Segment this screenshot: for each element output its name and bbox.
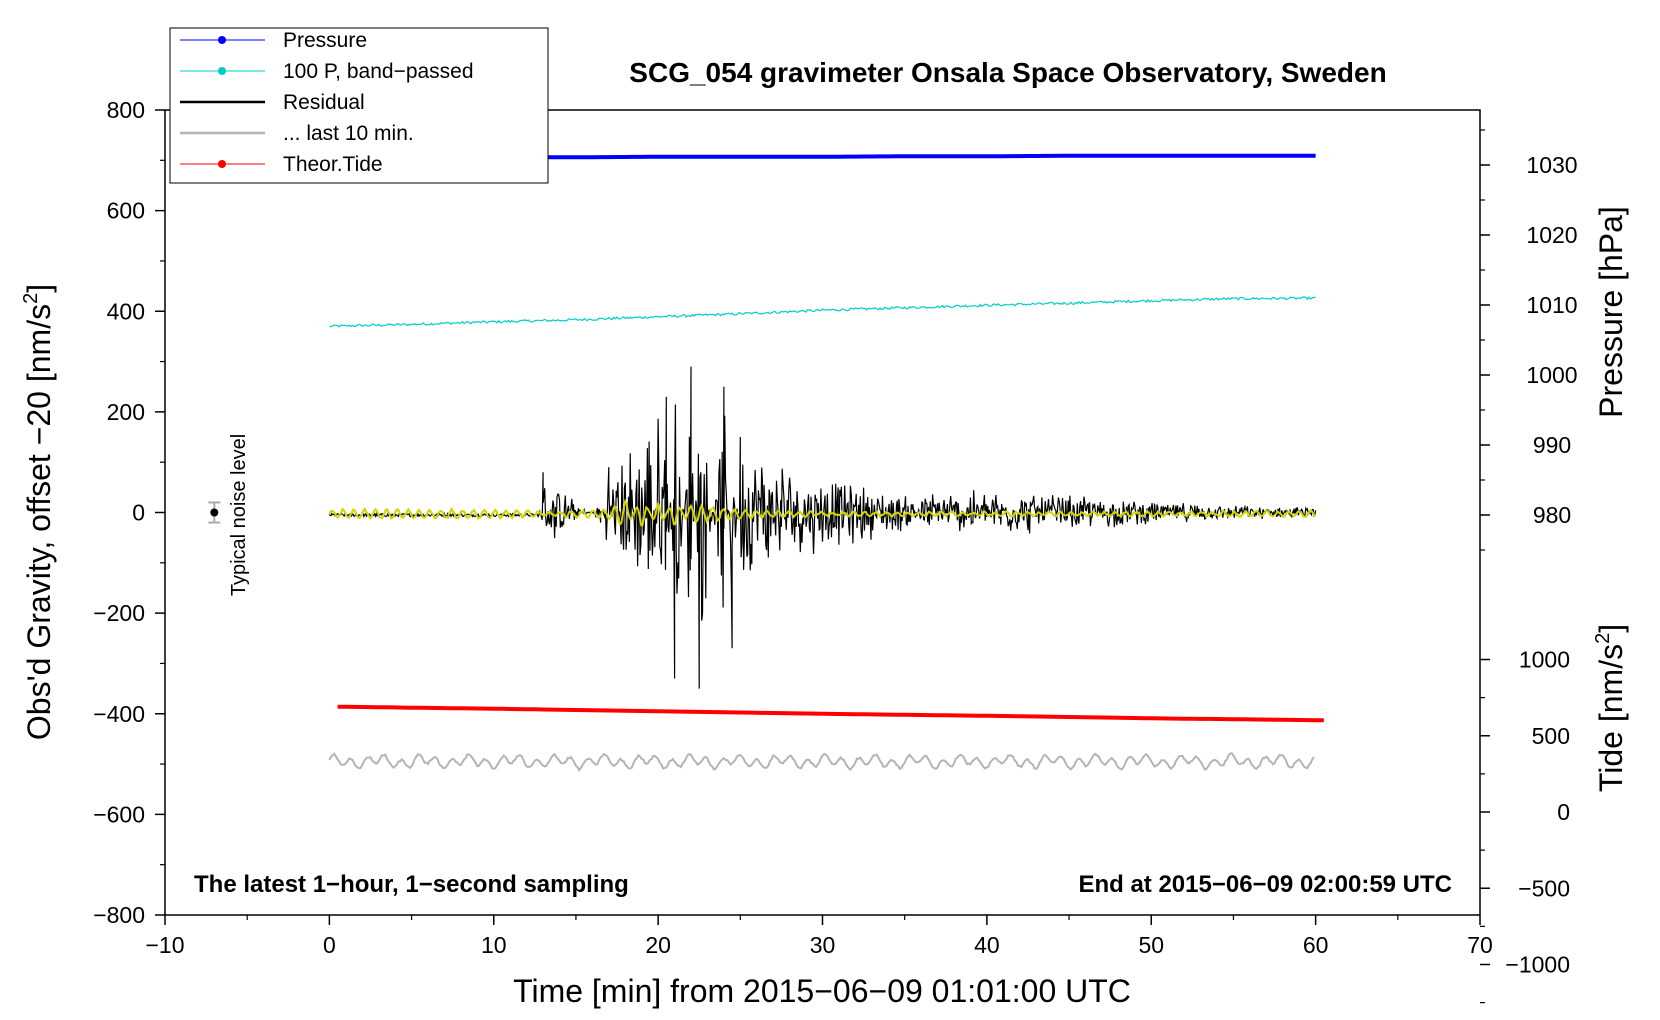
legend-box bbox=[169, 27, 549, 184]
y-axis-ticks: −800 −600 −400 −200 0 200 400 600 800 bbox=[93, 97, 165, 928]
y-tick-label: −600 bbox=[93, 801, 145, 827]
y-axis-title-end: ] bbox=[21, 284, 57, 293]
y-axis-title-main: Obs'd Gravity, offset −20 [nm/s bbox=[21, 304, 57, 740]
x-axis-title: Time [min] from 2015−06−09 01:01:00 UTC bbox=[513, 973, 1131, 1009]
legend: Pressure 100 P, band−passed Residual ... la… bbox=[169, 27, 549, 184]
x-tick-label: 0 bbox=[323, 932, 336, 958]
x-tick-label: 10 bbox=[481, 932, 507, 958]
series-band-passed-pressure bbox=[329, 296, 1316, 328]
legend-label: Pressure bbox=[283, 29, 367, 52]
series-filtered bbox=[328, 498, 1317, 527]
chart-title: SCG_054 gravimeter Onsala Space Observat… bbox=[629, 57, 1386, 88]
y-axis-title: Obs'd Gravity, offset −20 [nm/s2] bbox=[20, 284, 57, 740]
x-axis-ticks: −10 0 10 20 30 40 50 60 70 bbox=[145, 915, 1493, 958]
annotation-sampling: The latest 1−hour, 1−second sampling bbox=[194, 871, 629, 898]
legend-label: Theor.Tide bbox=[283, 153, 383, 176]
legend-label: ... last 10 min. bbox=[283, 122, 414, 145]
y-tick-label: −400 bbox=[93, 701, 145, 727]
series-residual bbox=[328, 366, 1317, 689]
noise-dot bbox=[210, 508, 219, 517]
pressure-tick-label: 980 bbox=[1533, 502, 1571, 528]
tide-tick-label: 500 bbox=[1532, 723, 1570, 749]
pressure-tick-label: 1020 bbox=[1526, 222, 1577, 248]
annotation-end-time: End at 2015−06−09 02:00:59 UTC bbox=[1078, 871, 1452, 898]
legend-label: 100 P, band−passed bbox=[283, 60, 474, 83]
y-tick-label: −800 bbox=[93, 902, 145, 928]
x-tick-label: 50 bbox=[1138, 932, 1164, 958]
pressure-tick-label: 1030 bbox=[1526, 152, 1577, 178]
tide-axis-title-sup: 2 bbox=[1592, 633, 1614, 644]
y-tick-label: −200 bbox=[93, 600, 145, 626]
tide-tick-label: 1000 bbox=[1519, 647, 1570, 673]
pressure-axis-title: Pressure [hPa] bbox=[1593, 206, 1629, 418]
y-tick-label: 600 bbox=[107, 198, 145, 224]
noise-level-label: Typical noise level bbox=[228, 434, 250, 596]
x-tick-label: 20 bbox=[645, 932, 671, 958]
x-tick-label: 40 bbox=[974, 932, 1000, 958]
tide-axis-title-main: Tide [nm/s bbox=[1593, 644, 1629, 792]
pressure-tick-label: 990 bbox=[1533, 432, 1571, 458]
tide-tick-label: −1000 bbox=[1505, 952, 1570, 978]
series-theor-tide bbox=[337, 704, 1324, 723]
tide-tick-label: 0 bbox=[1557, 799, 1570, 825]
tide-axis-title: Tide [nm/s2] bbox=[1592, 624, 1629, 792]
legend-marker bbox=[218, 36, 226, 44]
y-tick-label: 400 bbox=[107, 298, 145, 324]
y-axis-title-sup: 2 bbox=[20, 293, 42, 304]
pressure-axis-ticks: 1030 1020 1010 1000 990 980 bbox=[1480, 129, 1578, 551]
pressure-tick-label: 1010 bbox=[1526, 292, 1577, 318]
legend-marker bbox=[218, 160, 226, 168]
y-tick-label: 0 bbox=[132, 500, 145, 526]
y-tick-label: 200 bbox=[107, 399, 145, 425]
legend-label: Residual bbox=[283, 91, 365, 114]
x-tick-label: 30 bbox=[810, 932, 836, 958]
pressure-tick-label: 1000 bbox=[1526, 362, 1577, 388]
legend-marker bbox=[218, 67, 226, 75]
y-tick-label: 800 bbox=[107, 97, 145, 123]
x-tick-label: −10 bbox=[145, 932, 184, 958]
tide-axis-title-end: ] bbox=[1593, 624, 1629, 633]
tide-tick-label: −500 bbox=[1518, 875, 1570, 901]
series-last-10-min bbox=[328, 752, 1315, 772]
x-tick-label: 70 bbox=[1467, 932, 1493, 958]
x-tick-label: 60 bbox=[1303, 932, 1329, 958]
noise-level-marker bbox=[208, 501, 221, 524]
